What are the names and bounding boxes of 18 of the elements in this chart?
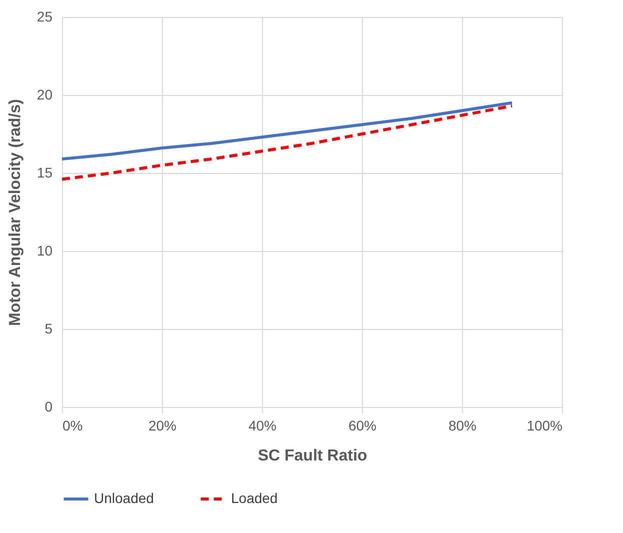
y-tick-label: 20 (36, 86, 53, 102)
x-axis-title: SC Fault Ratio (258, 448, 368, 464)
y-axis-title: Motor Angular Velocity (rad/s) (6, 99, 24, 326)
line-series (60, 104, 514, 181)
y-tick-label: 5 (44, 320, 53, 336)
y-tick-label: 0 (44, 398, 53, 414)
line-series (60, 101, 514, 160)
y-tick-label: 15 (36, 164, 53, 180)
y-tick-label: 10 (36, 242, 53, 258)
x-tick-label: 20% (148, 418, 177, 434)
x-tick-label: 100% (526, 418, 562, 434)
legend-label: Loaded (231, 490, 278, 506)
y-tick-label: 25 (36, 8, 53, 24)
x-tick-label: 40% (248, 418, 277, 434)
legend-label: Unloaded (94, 490, 154, 506)
x-tick-label: 80% (448, 418, 477, 434)
x-tick-label: 0% (62, 418, 83, 434)
x-tick-label: 60% (348, 418, 377, 434)
